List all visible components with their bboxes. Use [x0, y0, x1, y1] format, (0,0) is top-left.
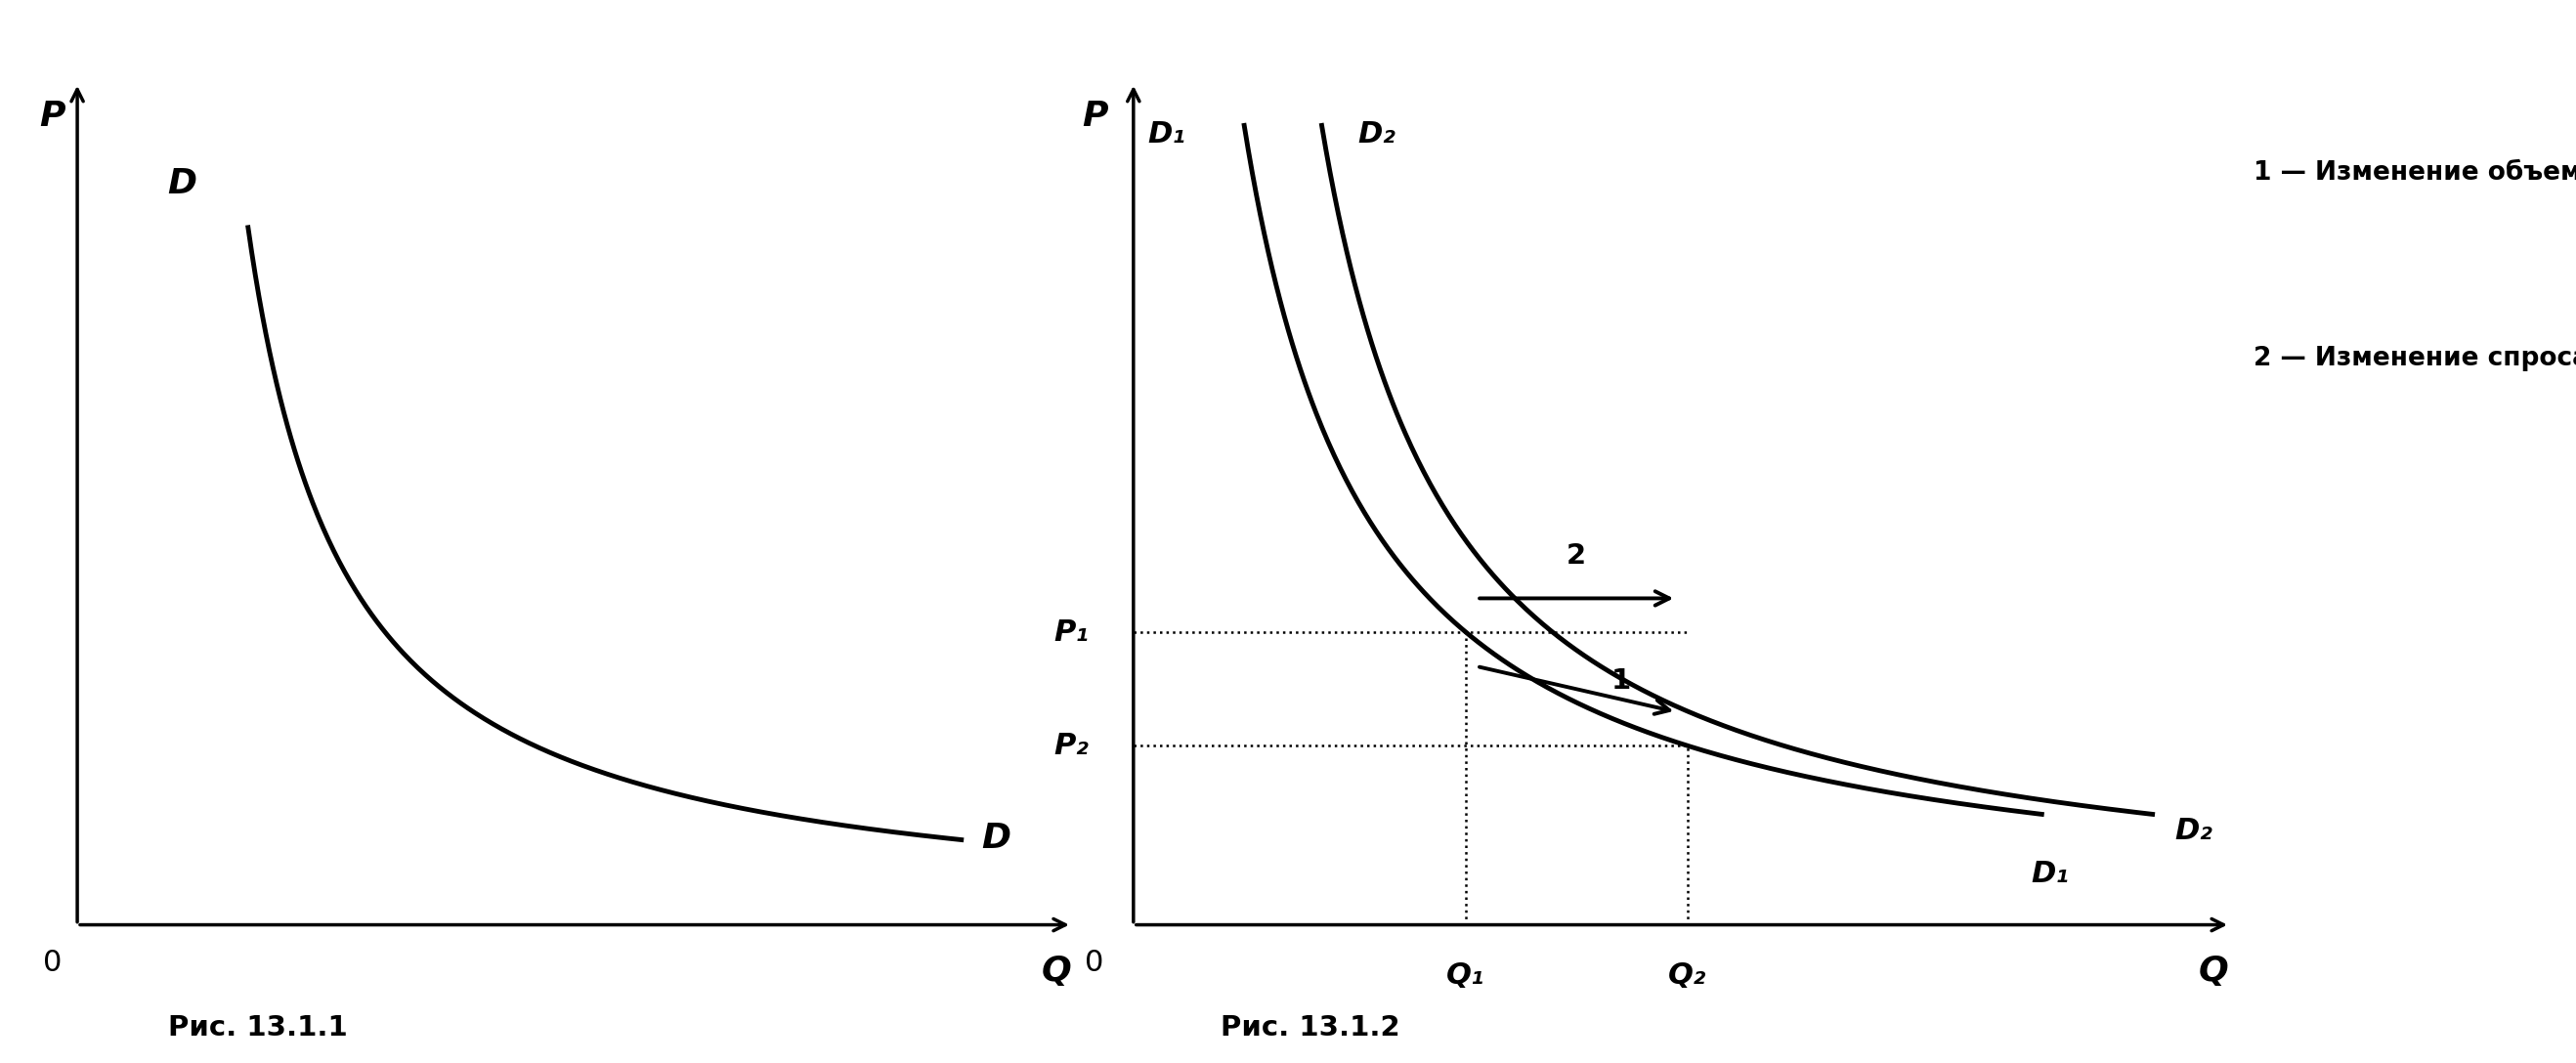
Text: 2: 2	[1566, 542, 1587, 570]
Text: Q: Q	[1041, 955, 1072, 989]
Text: D₁: D₁	[1149, 120, 1185, 148]
Text: D₁: D₁	[2030, 860, 2069, 888]
Text: D: D	[981, 822, 1010, 855]
Text: D: D	[167, 167, 196, 200]
Text: Q₂: Q₂	[1669, 962, 1705, 990]
Text: D₂: D₂	[1358, 120, 1396, 148]
Text: 1 — Изменение объема спроса;: 1 — Изменение объема спроса;	[2254, 159, 2576, 186]
Text: Q₁: Q₁	[1448, 962, 1484, 990]
Text: Рис. 13.1.1: Рис. 13.1.1	[167, 1014, 348, 1042]
Text: P: P	[39, 100, 64, 133]
Text: D₂: D₂	[2174, 817, 2213, 845]
Text: 0: 0	[44, 949, 62, 977]
Text: Q: Q	[2197, 955, 2228, 989]
Text: P₁: P₁	[1054, 619, 1090, 646]
Text: P₂: P₂	[1054, 731, 1090, 760]
Text: 0: 0	[1084, 949, 1105, 977]
Text: P: P	[1082, 100, 1108, 133]
Text: Рис. 13.1.2: Рис. 13.1.2	[1221, 1014, 1401, 1042]
Text: 2 — Изменение спроса: 2 — Изменение спроса	[2254, 345, 2576, 371]
Text: 1: 1	[1610, 667, 1631, 694]
